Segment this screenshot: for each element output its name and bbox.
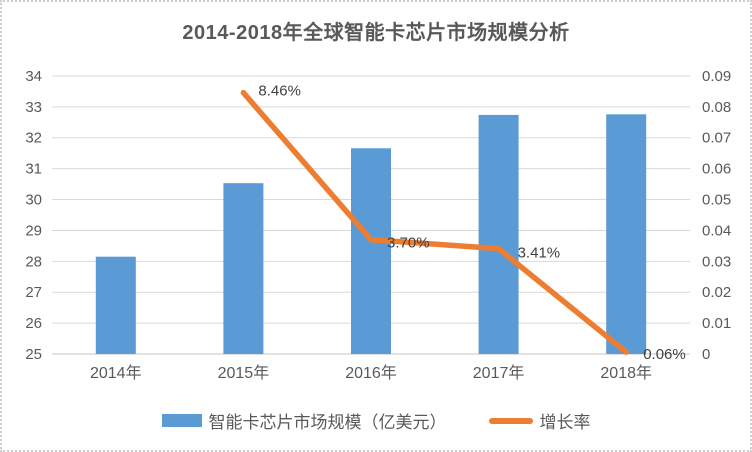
left-axis-tick: 32 bbox=[25, 130, 42, 147]
right-axis-tick: 0.02 bbox=[702, 284, 731, 301]
line-data-label: 3.41% bbox=[518, 245, 561, 262]
left-axis-tick: 25 bbox=[25, 346, 42, 363]
right-axis-tick: 0.01 bbox=[702, 315, 731, 332]
legend-line-swatch bbox=[488, 417, 533, 424]
left-axis-tick: 33 bbox=[25, 99, 42, 116]
right-axis-tick: 0.04 bbox=[702, 222, 731, 239]
right-axis-tick: 0.06 bbox=[702, 161, 731, 178]
left-axis-tick: 31 bbox=[25, 161, 42, 178]
left-axis-tick: 30 bbox=[25, 192, 42, 209]
legend-item-growth-rate: 增长率 bbox=[488, 408, 591, 433]
legend: 智能卡芯片市场规模（亿美元） 增长率 bbox=[2, 408, 750, 433]
right-axis-tick: 0.05 bbox=[702, 192, 731, 209]
bar-2018年 bbox=[606, 114, 647, 355]
x-axis-label: 2017年 bbox=[473, 364, 525, 382]
left-axis-tick: 28 bbox=[25, 253, 42, 270]
x-axis-label: 2018年 bbox=[600, 364, 652, 382]
left-axis-tick: 34 bbox=[25, 68, 42, 85]
right-axis-tick: 0.08 bbox=[702, 99, 731, 116]
right-axis-tick: 0 bbox=[702, 346, 710, 363]
bar-2015年 bbox=[223, 183, 264, 354]
left-axis-tick: 27 bbox=[25, 284, 42, 301]
legend-bar-label: 智能卡芯片市场规模（亿美元） bbox=[208, 413, 447, 432]
chart-title: 2014-2018年全球智能卡芯片市场规模分析 bbox=[182, 22, 570, 44]
left-axis-tick: 29 bbox=[25, 222, 42, 239]
x-axis-label: 2014年 bbox=[90, 364, 142, 382]
growth-rate-line bbox=[240, 89, 629, 355]
bar-2016年 bbox=[351, 148, 391, 354]
right-axis-tick: 0.09 bbox=[702, 68, 731, 85]
line-data-label: 0.06% bbox=[643, 346, 686, 363]
x-axis-label: 2016年 bbox=[345, 364, 397, 382]
left-axis-tick: 26 bbox=[25, 315, 42, 332]
x-axis-label: 2015年 bbox=[218, 364, 270, 382]
legend-bar-swatch bbox=[161, 414, 202, 427]
legend-item-market-size: 智能卡芯片市场规模（亿美元） bbox=[161, 408, 447, 433]
right-axis-tick: 0.07 bbox=[702, 130, 731, 147]
bar-2017年 bbox=[478, 114, 519, 354]
bar-2014年 bbox=[95, 256, 136, 354]
line-data-label: 3.70% bbox=[387, 235, 430, 252]
line-data-label: 8.46% bbox=[258, 83, 301, 100]
right-axis-tick: 0.03 bbox=[702, 253, 731, 270]
legend-line-label: 增长率 bbox=[539, 413, 591, 432]
